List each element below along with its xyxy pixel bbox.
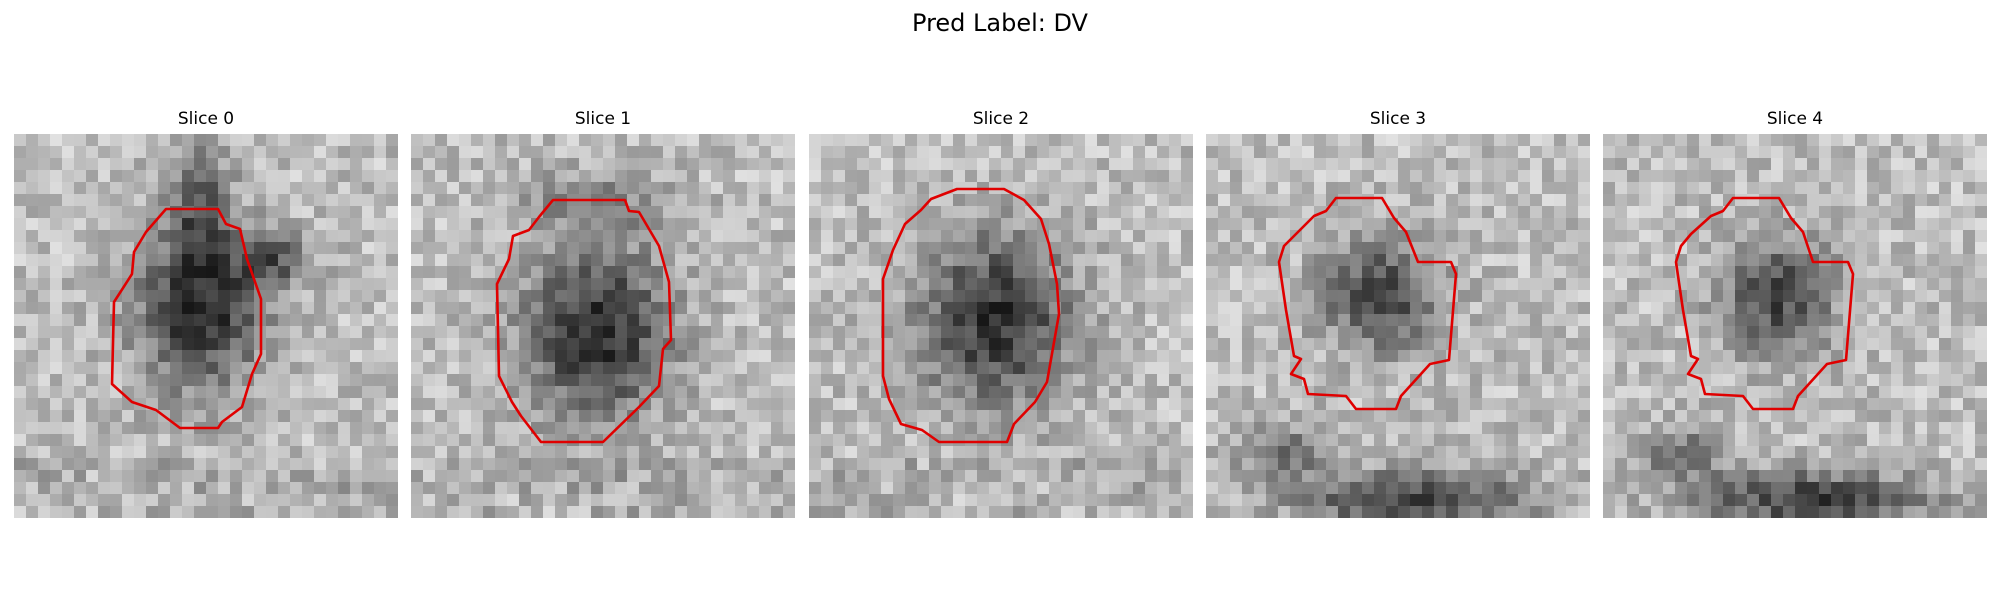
slice-title: Slice 3 [1369,109,1427,129]
slice-title: Slice 2 [972,109,1030,129]
roi-contour [1277,196,1458,411]
figure-title: Pred Label: DV [912,9,1088,37]
slice-image [411,134,795,518]
slice-title: Slice 0 [177,109,235,129]
roi-contour [881,187,1061,444]
slice-panel-0: Slice 0 [14,108,398,518]
slice-panel-4: Slice 4 [1603,108,1987,518]
pixel-grid [1206,134,1590,518]
slice-image [1206,134,1590,518]
slice-image [14,134,398,518]
slice-title: Slice 4 [1766,109,1824,129]
slice-image [1603,134,1987,518]
slice-image [809,134,1193,518]
roi-contour [1674,196,1855,411]
slice-panel-3: Slice 3 [1206,108,1590,518]
roi-contour [495,198,673,444]
slice-panel-1: Slice 1 [411,108,795,518]
pixel-grid [809,134,1193,518]
slice-panel-2: Slice 2 [809,108,1193,518]
slice-title: Slice 1 [574,109,632,129]
roi-contour [110,207,263,430]
pixel-grid [1603,134,1987,518]
pixel-grid [14,134,398,518]
pixel-grid [411,134,795,518]
